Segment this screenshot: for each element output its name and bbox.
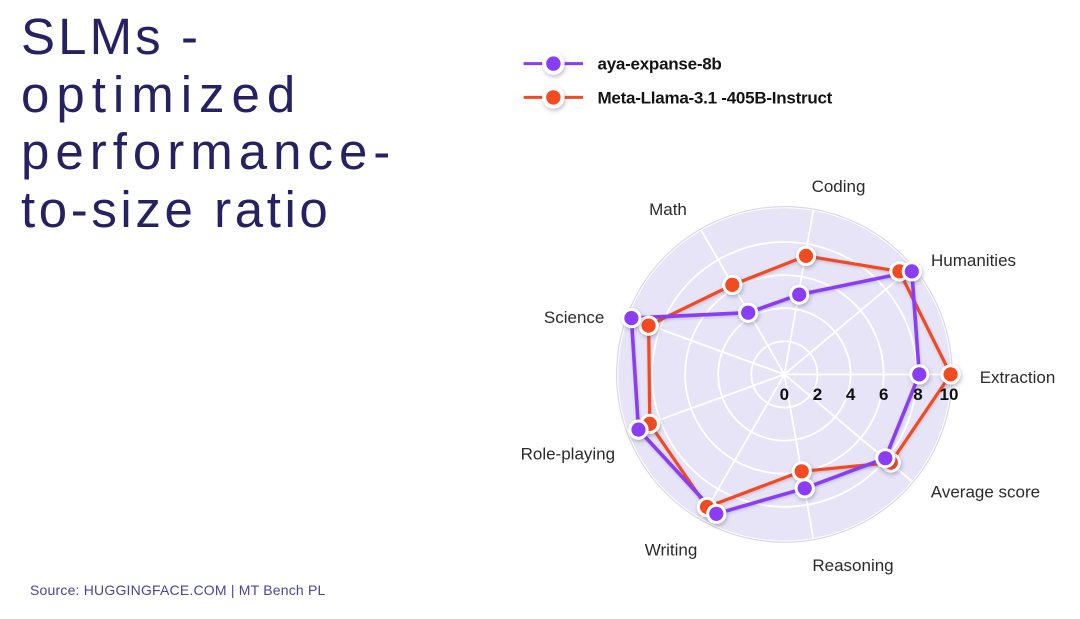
svg-text:0: 0	[780, 385, 789, 404]
svg-text:Humanities: Humanities	[931, 251, 1016, 270]
svg-text:8: 8	[913, 385, 922, 404]
svg-text:Meta-Llama-3.1 -405B-Instruct: Meta-Llama-3.1 -405B-Instruct	[598, 88, 833, 107]
svg-text:Extraction: Extraction	[980, 368, 1056, 387]
svg-text:2: 2	[813, 385, 822, 404]
svg-text:aya-expanse-8b: aya-expanse-8b	[598, 55, 722, 74]
svg-text:Average score: Average score	[931, 483, 1040, 502]
svg-text:6: 6	[879, 385, 888, 404]
svg-text:Writing: Writing	[645, 541, 698, 560]
svg-text:Science: Science	[544, 308, 604, 327]
svg-text:Role-playing: Role-playing	[521, 445, 616, 464]
svg-text:Coding: Coding	[812, 177, 866, 196]
svg-text:10: 10	[940, 385, 959, 404]
svg-text:Reasoning: Reasoning	[812, 556, 893, 575]
svg-text:4: 4	[846, 385, 856, 404]
svg-text:Math: Math	[649, 200, 687, 219]
